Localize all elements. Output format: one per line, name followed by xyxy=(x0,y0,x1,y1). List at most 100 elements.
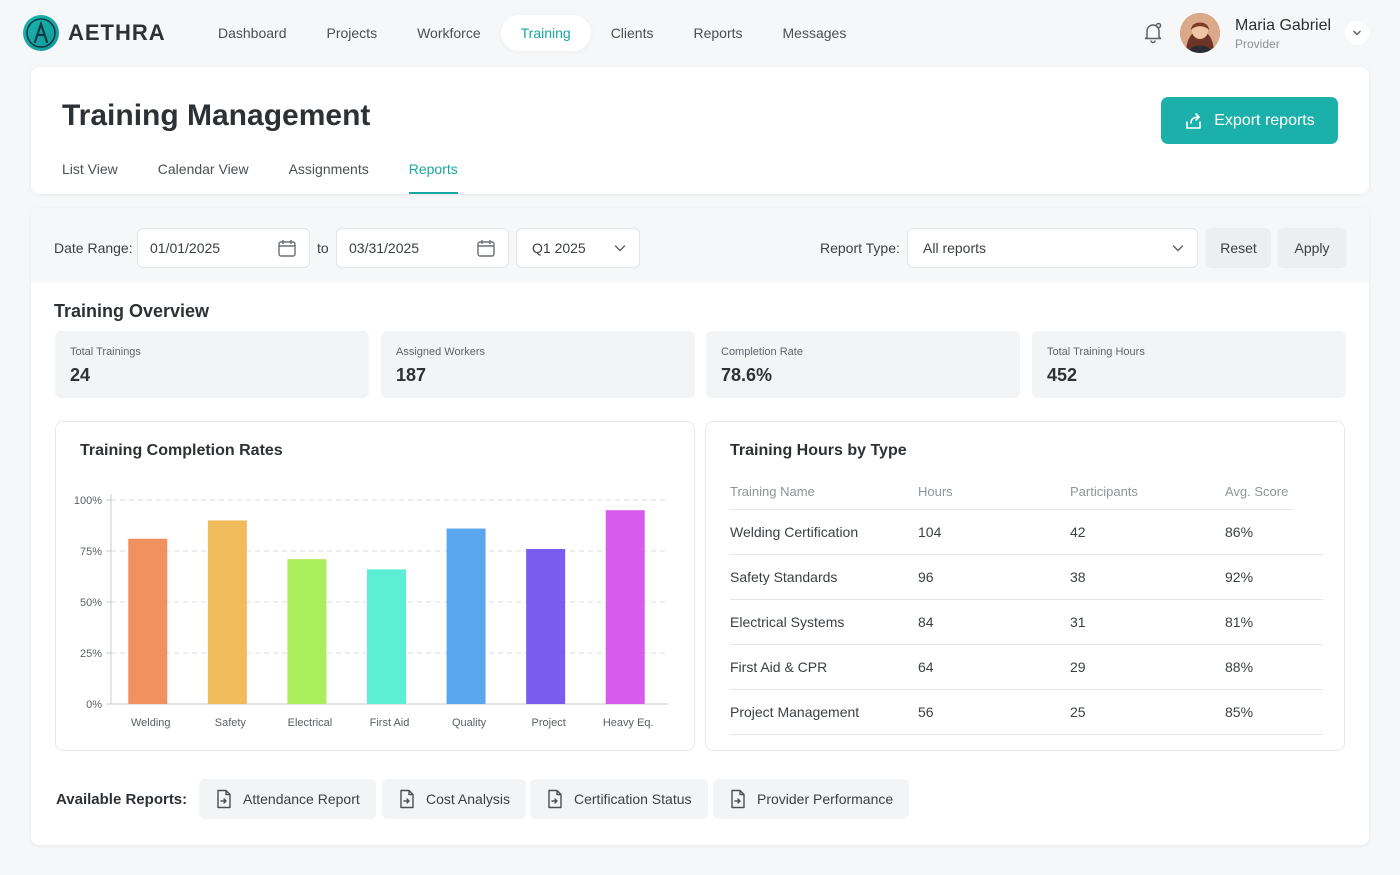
nav-projects[interactable]: Projects xyxy=(326,25,378,41)
chevron-down-icon xyxy=(614,245,626,252)
document-icon xyxy=(217,789,231,809)
stat-card-assigned-workers: Assigned Workers 187 xyxy=(381,331,695,398)
stat-value: 78.6% xyxy=(721,365,773,385)
main-nav: Dashboard Projects Workforce Training Cl… xyxy=(198,15,866,51)
report-type-select[interactable]: All reports xyxy=(907,228,1198,268)
nav-workforce[interactable]: Workforce xyxy=(417,25,481,41)
cell-training-name: Project Management xyxy=(730,704,860,720)
cell-avg-score: 85% xyxy=(1225,704,1254,720)
cell-avg-score: 88% xyxy=(1225,659,1254,675)
tab-list-view[interactable]: List View xyxy=(62,161,118,177)
cell-hours: 84 xyxy=(918,614,934,630)
cell-participants: 25 xyxy=(1070,704,1086,720)
stat-card-training-hours: Total Training Hours 452 xyxy=(1032,331,1346,398)
from-date-input[interactable]: 01/01/2025 xyxy=(137,228,310,268)
completion-rates-panel: Training Completion Rates 100% 75% 50% 25% 0… xyxy=(55,421,695,751)
nav-messages[interactable]: Messages xyxy=(782,25,847,41)
bar-electrical xyxy=(287,559,327,704)
column-header: Hours xyxy=(918,484,953,499)
report-label: Provider Performance xyxy=(757,791,894,807)
x-tick-label: Electrical xyxy=(288,717,333,729)
quarter-select[interactable]: Q1 2025 xyxy=(516,228,640,268)
brand-logo[interactable]: AETHRA xyxy=(23,15,166,51)
report-label: Certification Status xyxy=(574,791,692,807)
user-role: Provider xyxy=(1235,37,1280,51)
bar-first-aid xyxy=(367,569,406,704)
tab-assignments[interactable]: Assignments xyxy=(288,161,369,177)
filter-bar: Date Range: 01/01/2025 to 03/31/2025 Q1 … xyxy=(31,208,1369,282)
nav-training[interactable]: Training xyxy=(500,15,591,51)
table-row[interactable]: Safety Standards 96 38 92% xyxy=(730,555,1323,600)
to-label: to xyxy=(317,240,329,256)
document-icon xyxy=(400,789,414,809)
cost-analysis-button[interactable]: Cost Analysis xyxy=(382,779,527,819)
table-header-row: Training Name Hours Participants Avg. Sc… xyxy=(730,482,1293,510)
stat-card-completion-rate: Completion Rate 78.6% xyxy=(706,331,1020,398)
column-header: Training Name xyxy=(730,484,815,499)
apply-button[interactable]: Apply xyxy=(1278,228,1346,268)
attendance-report-button[interactable]: Attendance Report xyxy=(199,779,376,819)
stat-value: 452 xyxy=(1047,365,1078,385)
cell-training-name: Electrical Systems xyxy=(730,614,845,630)
cell-hours: 56 xyxy=(918,704,934,720)
x-tick-label: First Aid xyxy=(370,717,410,729)
document-icon xyxy=(731,789,745,809)
stat-label: Total Training Hours xyxy=(1047,346,1145,358)
cell-participants: 31 xyxy=(1070,614,1086,630)
cell-hours: 96 xyxy=(918,569,934,585)
stat-value: 187 xyxy=(396,365,427,385)
stat-card-total-trainings: Total Trainings 24 xyxy=(55,331,369,398)
report-label: Cost Analysis xyxy=(426,791,511,807)
notification-bell-icon[interactable] xyxy=(1141,20,1165,44)
top-navigation: AETHRA Dashboard Projects Workforce Trai… xyxy=(0,0,1400,66)
cell-training-name: Safety Standards xyxy=(730,569,838,585)
nav-clients[interactable]: Clients xyxy=(610,25,654,41)
report-type-label: Report Type: xyxy=(820,240,900,256)
cell-avg-score: 86% xyxy=(1225,524,1254,540)
cell-participants: 38 xyxy=(1070,569,1086,585)
table-row[interactable]: Electrical Systems 84 31 81% xyxy=(730,600,1323,645)
table-row[interactable]: Welding Certification 104 42 86% xyxy=(730,510,1323,555)
export-reports-button[interactable]: Export reports xyxy=(1161,97,1338,144)
y-tick-label: 50% xyxy=(80,597,102,609)
to-date-value: 03/31/2025 xyxy=(349,240,420,256)
report-type-value: All reports xyxy=(923,240,987,256)
user-menu-chevron-icon[interactable] xyxy=(1345,21,1369,45)
bar-safety xyxy=(207,520,247,704)
cell-participants: 42 xyxy=(1070,524,1086,540)
tab-calendar-view[interactable]: Calendar View xyxy=(157,161,249,177)
column-header: Participants xyxy=(1070,484,1138,499)
provider-performance-button[interactable]: Provider Performance xyxy=(713,779,910,819)
stat-label: Total Trainings xyxy=(70,346,141,358)
training-hours-panel: Training Hours by Type Training Name Hou… xyxy=(705,421,1345,751)
cell-hours: 64 xyxy=(918,659,934,675)
column-header: Avg. Score xyxy=(1225,484,1289,499)
table-row[interactable]: First Aid & CPR 64 29 88% xyxy=(730,645,1323,690)
user-name: Maria Gabriel xyxy=(1235,17,1332,34)
completion-rates-chart: 100% 75% 50% 25% 0% Welding Safety Electrical Fi… xyxy=(74,494,668,729)
cell-training-name: Welding Certification xyxy=(730,524,859,540)
export-icon xyxy=(1186,112,1202,129)
chevron-down-icon xyxy=(1172,245,1184,252)
tab-reports[interactable]: Reports xyxy=(408,161,458,194)
nav-reports[interactable]: Reports xyxy=(693,25,743,41)
y-tick-label: 25% xyxy=(80,648,102,660)
table-row[interactable]: Project Management 56 25 85% xyxy=(730,690,1323,735)
y-tick-label: 100% xyxy=(74,495,102,507)
bar-welding xyxy=(128,538,168,704)
from-date-value: 01/01/2025 xyxy=(150,240,221,256)
page-title: Training Management xyxy=(62,99,371,132)
nav-dashboard[interactable]: Dashboard xyxy=(218,25,287,41)
cell-avg-score: 92% xyxy=(1225,569,1254,585)
to-date-input[interactable]: 03/31/2025 xyxy=(336,228,509,268)
bar-quality xyxy=(446,528,486,704)
stat-label: Assigned Workers xyxy=(396,346,486,358)
x-tick-label: Project xyxy=(532,717,566,729)
cell-hours: 104 xyxy=(918,524,942,540)
certification-status-button[interactable]: Certification Status xyxy=(530,779,708,819)
reset-button[interactable]: Reset xyxy=(1206,228,1271,268)
page-header: Training Management Export reports List … xyxy=(31,67,1369,194)
user-avatar[interactable] xyxy=(1180,13,1220,53)
calendar-icon xyxy=(477,240,495,257)
table-title: Training Hours by Type xyxy=(730,442,907,459)
